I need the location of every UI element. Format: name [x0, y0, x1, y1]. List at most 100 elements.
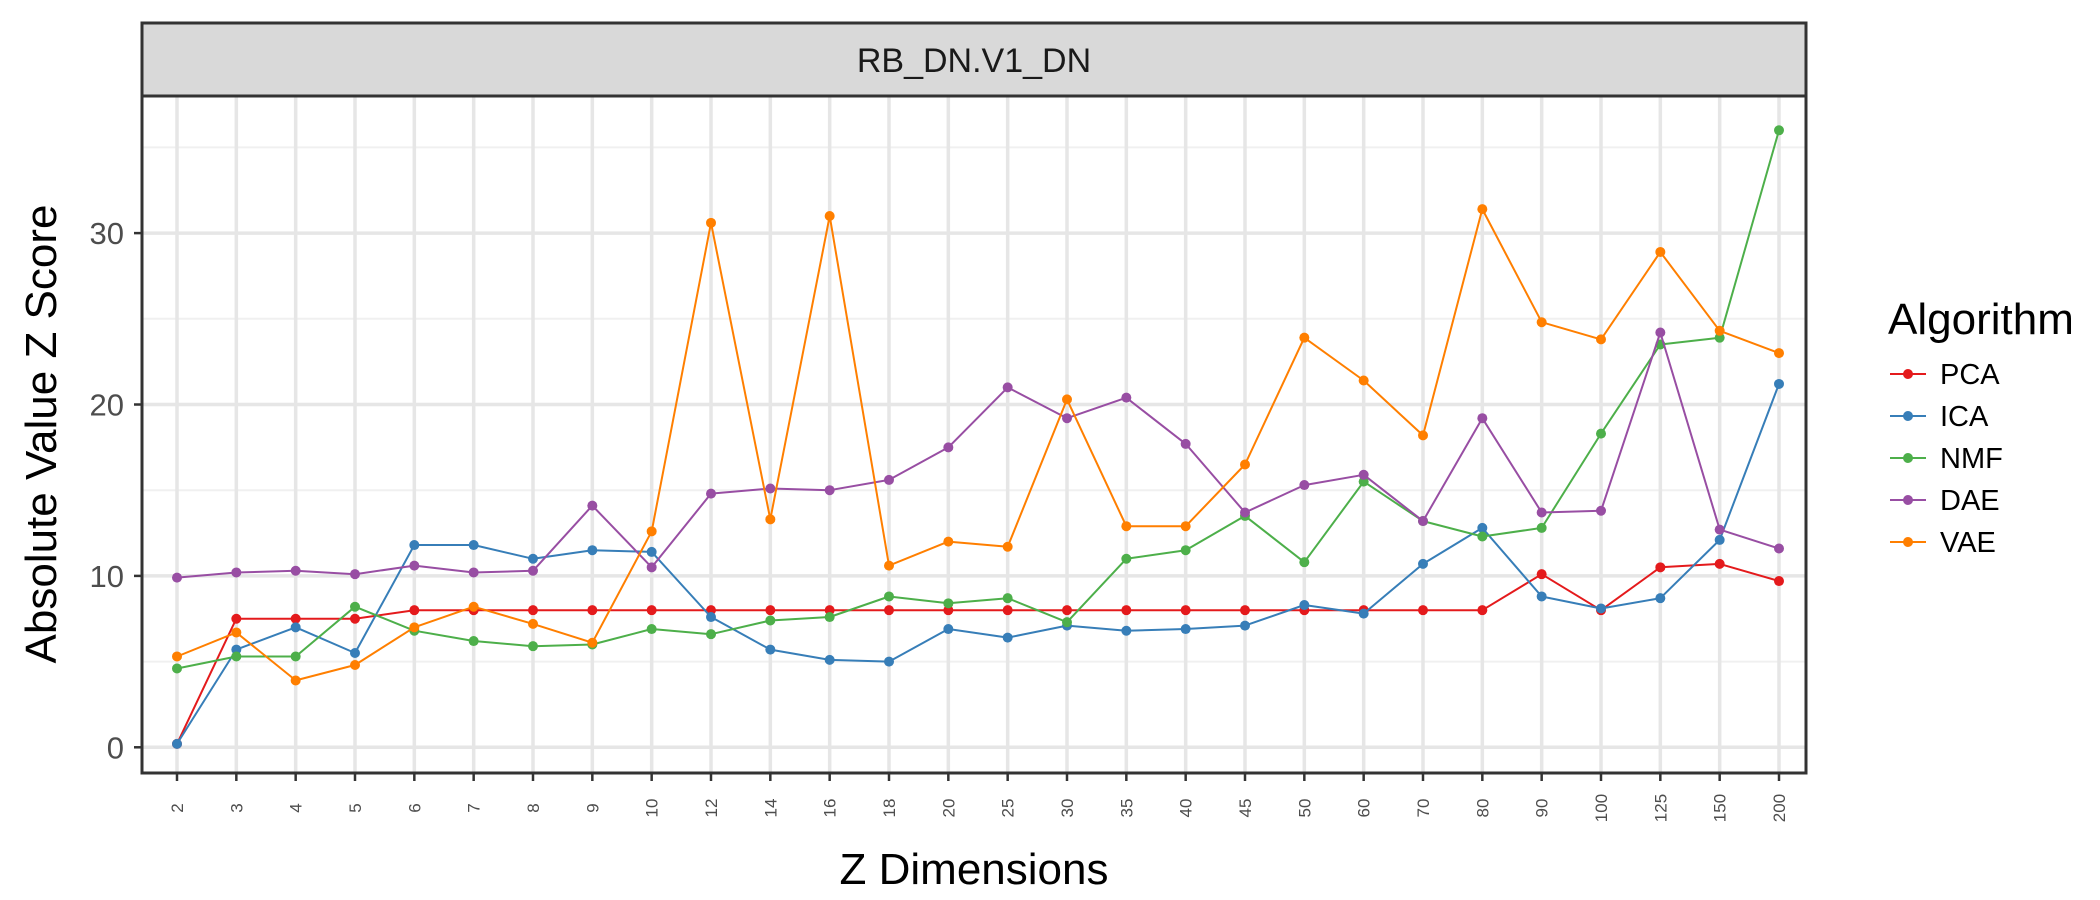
legend-item-dae: DAE: [1890, 485, 2000, 517]
data-point-dae: [646, 562, 657, 573]
data-point-pca: [409, 605, 420, 616]
data-point-ica: [290, 622, 301, 633]
x-tick-label: 18: [880, 799, 899, 818]
x-tick-label: 45: [1236, 799, 1255, 818]
data-point-ica: [646, 546, 657, 557]
data-point-dae: [1002, 382, 1013, 393]
data-point-nmf: [1536, 522, 1547, 533]
data-point-pca: [290, 613, 301, 624]
data-point-dae: [231, 567, 242, 578]
data-point-nmf: [646, 624, 657, 635]
data-point-vae: [1477, 204, 1488, 215]
data-point-nmf: [765, 615, 776, 626]
series-line-pca: [176, 562, 1780, 745]
data-point-nmf: [1299, 557, 1310, 568]
legend-key-point: [1903, 537, 1913, 547]
legend-label: DAE: [1940, 485, 2000, 517]
legend-label: NMF: [1940, 443, 2003, 475]
data-point-vae: [706, 217, 716, 228]
legend-item-vae: VAE: [1890, 527, 1996, 559]
y-tick-label: 20: [90, 388, 124, 423]
x-tick-label: 70: [1414, 799, 1433, 818]
series-line-nmf: [176, 130, 1780, 670]
data-point-ica: [1121, 625, 1132, 636]
legend-key-point: [1903, 411, 1913, 421]
data-point-vae: [884, 560, 894, 571]
x-tick-label: 150: [1711, 794, 1730, 822]
data-point-ica: [943, 624, 954, 635]
x-tick-label: 12: [702, 799, 721, 818]
legend-item-pca: PCA: [1890, 359, 2000, 391]
data-point-ica: [1714, 534, 1725, 545]
x-tick-label: 60: [1355, 799, 1374, 818]
data-point-vae: [824, 210, 835, 221]
x-tick-label: 14: [761, 799, 780, 818]
facet-strip-title: RB_DN.V1_DN: [857, 42, 1091, 80]
data-point-nmf: [290, 651, 301, 662]
data-point-ica: [1477, 522, 1488, 533]
data-point-dae: [765, 483, 776, 494]
series-layer: [172, 125, 1784, 749]
x-tick-label: 30: [1058, 799, 1077, 818]
legend-item-ica: ICA: [1890, 401, 1989, 433]
data-point-pca: [1418, 605, 1428, 616]
data-point-vae: [1774, 348, 1784, 359]
data-point-vae: [1121, 521, 1132, 532]
data-point-dae: [409, 560, 420, 571]
data-point-vae: [1418, 430, 1428, 441]
data-point-ica: [231, 644, 242, 655]
legend-title: Algorithm: [1888, 295, 2074, 344]
x-tick-label: 5: [346, 803, 365, 812]
data-point-ica: [706, 612, 716, 623]
x-tick-label: 8: [524, 803, 543, 812]
data-point-pca: [528, 605, 538, 616]
legend-item-nmf: NMF: [1890, 443, 2003, 475]
data-point-pca: [943, 605, 954, 616]
x-tick-label: 3: [227, 803, 246, 812]
x-tick-label: 6: [405, 803, 424, 812]
x-tick-label: 35: [1117, 799, 1136, 818]
data-point-dae: [1774, 543, 1784, 554]
data-point-vae: [1596, 334, 1606, 345]
data-point-vae: [1358, 375, 1369, 386]
data-point-pca: [884, 605, 894, 616]
x-tick-label: 40: [1177, 799, 1196, 818]
plot-panel: [142, 96, 1806, 773]
data-point-nmf: [1180, 545, 1191, 556]
y-tick-label: 0: [107, 730, 124, 765]
data-point-vae: [1002, 541, 1013, 552]
data-point-nmf: [1714, 332, 1725, 343]
data-point-dae: [350, 569, 360, 580]
x-tick-label: 20: [939, 799, 958, 818]
data-point-vae: [290, 675, 301, 686]
series-line-ica: [176, 383, 1780, 745]
data-point-dae: [1299, 480, 1310, 491]
series-line-vae: [176, 208, 1780, 682]
data-point-nmf: [528, 641, 538, 652]
data-point-vae: [765, 514, 776, 525]
data-point-vae: [1299, 332, 1310, 343]
data-point-dae: [1655, 327, 1666, 338]
data-point-nmf: [468, 636, 479, 647]
data-point-pca: [824, 605, 835, 616]
data-point-dae: [1358, 469, 1369, 480]
data-point-ica: [1418, 558, 1428, 569]
data-point-nmf: [824, 612, 835, 623]
data-point-dae: [1418, 516, 1428, 527]
data-point-dae: [587, 500, 598, 511]
grid-major: [142, 96, 1806, 773]
x-tick-label: 125: [1651, 794, 1670, 822]
data-point-dae: [943, 442, 954, 453]
data-point-nmf: [1062, 617, 1072, 628]
data-point-dae: [1180, 438, 1191, 449]
data-point-pca: [1714, 558, 1725, 569]
data-point-pca: [350, 613, 360, 624]
data-point-vae: [587, 637, 598, 648]
data-point-ica: [172, 738, 182, 749]
data-point-ica: [350, 648, 360, 659]
data-point-ica: [1536, 591, 1547, 602]
y-tick-label: 30: [90, 216, 124, 251]
data-point-pca: [1774, 576, 1784, 587]
data-point-vae: [943, 536, 954, 547]
